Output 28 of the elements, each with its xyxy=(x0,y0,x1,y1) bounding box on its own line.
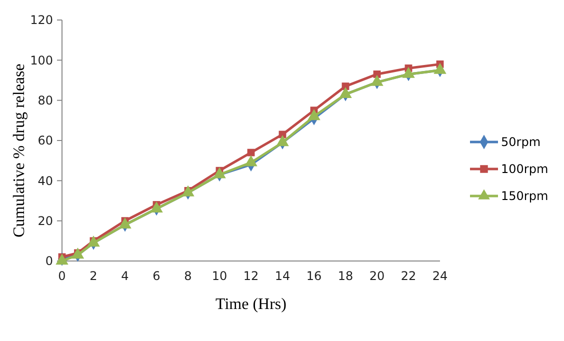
x-tick-label: 4 xyxy=(121,269,129,283)
y-tick-label: 60 xyxy=(38,134,53,148)
x-tick-label: 18 xyxy=(338,269,354,283)
legend-label: 100rpm xyxy=(501,162,548,176)
x-tick-label: 12 xyxy=(243,269,259,283)
y-tick-label: 100 xyxy=(30,53,53,68)
x-tick-label: 24 xyxy=(432,269,448,283)
y-axis-title: Cumulative % drug release xyxy=(11,64,28,238)
legend-label: 150rpm xyxy=(501,189,548,204)
x-tick-label: 8 xyxy=(184,269,192,283)
x-tick-label: 14 xyxy=(274,269,290,283)
x-axis-title: Time (Hrs) xyxy=(216,296,286,313)
y-tick-label: 120 xyxy=(30,13,53,28)
point xyxy=(308,109,320,120)
x-tick-label: 10 xyxy=(212,269,228,283)
legend-label: 50rpm xyxy=(501,135,541,150)
x-tick-label: 2 xyxy=(90,269,98,283)
point xyxy=(118,218,132,229)
y-tick-label: 80 xyxy=(38,94,53,108)
x-tick-label: 22 xyxy=(400,269,416,283)
x-tick-label: 6 xyxy=(152,269,160,283)
x-tick-label: 0 xyxy=(58,269,66,283)
y-tick-label: 40 xyxy=(38,174,53,188)
point xyxy=(247,148,255,156)
y-tick-label: 0 xyxy=(45,254,53,268)
x-tick-label: 20 xyxy=(369,269,385,283)
x-tick-label: 16 xyxy=(306,269,322,283)
y-tick-label: 20 xyxy=(38,214,53,228)
